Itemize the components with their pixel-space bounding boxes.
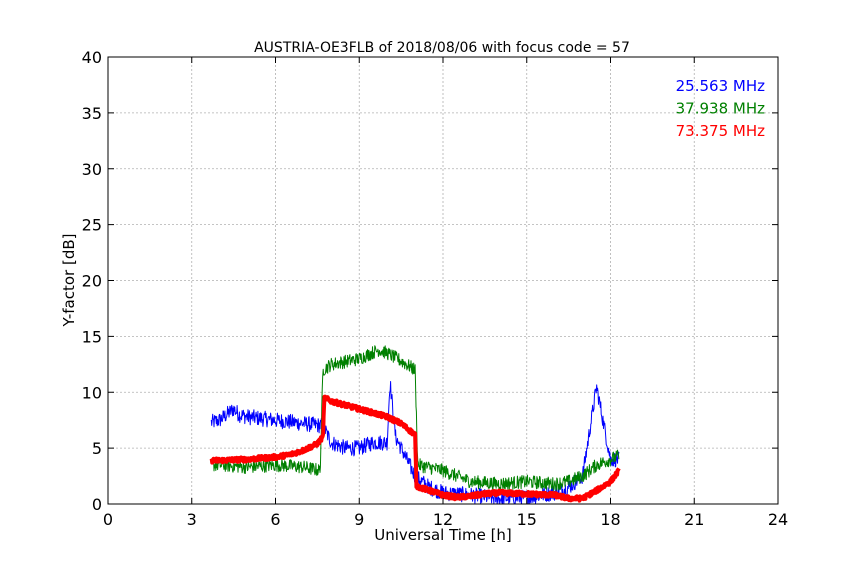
grid: [108, 57, 778, 504]
x-tick-label: 18: [600, 510, 620, 529]
y-tick-label: 0: [92, 495, 102, 514]
chart-title: AUSTRIA-OE3FLB of 2018/08/06 with focus …: [254, 40, 630, 56]
series-layer: [209, 345, 621, 505]
ticks: 0 3 6 9 12 15 18 21 24 0 5 10 15 20 25 30 35 40: [82, 48, 789, 529]
series-3: [209, 394, 621, 503]
x-tick-label: 24: [768, 510, 788, 529]
x-tick-label: 9: [354, 510, 364, 529]
x-tick-label: 15: [517, 510, 537, 529]
x-axis-label: Universal Time [h]: [374, 526, 512, 544]
y-tick-label: 5: [92, 439, 102, 458]
series-2: [210, 345, 620, 491]
y-tick-label: 15: [82, 327, 102, 346]
x-tick-label: 6: [270, 510, 280, 529]
series-line: [210, 345, 620, 491]
y-tick-label: 35: [82, 104, 102, 123]
y-axis-label: Y-factor [dB]: [60, 233, 78, 327]
y-tick-label: 20: [82, 272, 102, 291]
x-tick-label: 12: [433, 510, 453, 529]
x-tick-label: 3: [187, 510, 197, 529]
y-tick-label: 40: [82, 48, 102, 67]
legend-entry: 73.375 MHz: [676, 122, 765, 140]
legend-entry: 25.563 MHz: [676, 77, 765, 95]
legend: 25.563 MHz 37.938 MHz 73.375 MHz: [676, 77, 765, 140]
x-tick-label: 21: [684, 510, 704, 529]
legend-entry: 37.938 MHz: [676, 100, 765, 118]
y-tick-label: 10: [82, 383, 102, 402]
x-tick-label: 0: [103, 510, 113, 529]
y-tick-label: 25: [82, 216, 102, 235]
y-tick-label: 30: [82, 160, 102, 179]
series-line: [209, 394, 621, 503]
